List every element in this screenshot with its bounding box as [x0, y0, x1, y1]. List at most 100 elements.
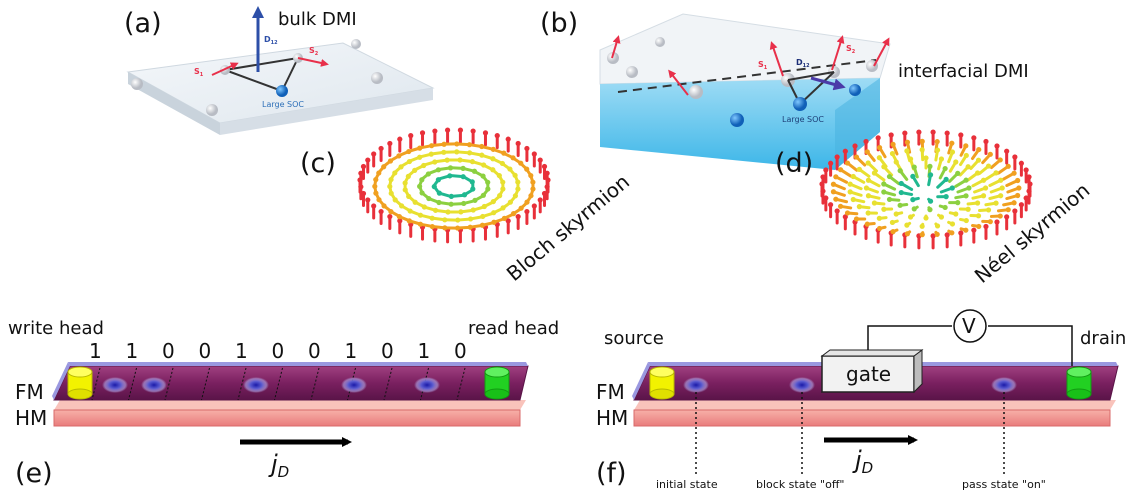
panel-b-label: (b) [540, 8, 578, 39]
hm-top-face [634, 400, 1116, 410]
spin-arrowhead [457, 127, 464, 133]
atom [655, 37, 665, 47]
spin-arrowhead [531, 203, 537, 209]
spin-arrowhead [919, 138, 925, 144]
spin-arrowhead [963, 217, 969, 224]
spin-arrowhead [898, 189, 904, 196]
spin-arrowhead [904, 231, 911, 237]
skyrmions [102, 377, 440, 393]
spin-arrowhead [987, 151, 993, 157]
spin-arrowhead [934, 223, 941, 229]
source-label: source [604, 328, 664, 349]
atom [206, 104, 218, 116]
bit-value: 0 [199, 339, 212, 363]
spin-arrowhead [865, 210, 871, 216]
panel-c: (c) Bloch skyrmion [300, 127, 634, 286]
spin-arrowhead [955, 200, 961, 206]
spin-arrow-icon [668, 69, 689, 96]
spin-arrowhead [1005, 207, 1011, 213]
spin-arrowhead [541, 190, 548, 197]
spin-arrowhead [963, 193, 969, 199]
spin-arrowhead [853, 216, 860, 222]
spin-arrowhead [963, 227, 969, 233]
spin-arrowhead [485, 179, 491, 185]
gate-electrode: gate [820, 349, 924, 394]
spin-arrowhead [949, 140, 955, 146]
bloch-skyrmion-caption: Bloch skyrmion [502, 169, 634, 285]
spin-arrowhead [930, 233, 936, 239]
bond-line [281, 57, 299, 92]
spin-arrowhead [865, 193, 872, 199]
bit-separator [383, 367, 393, 401]
bit-value: 1 [418, 339, 431, 363]
spin-arrowhead [419, 130, 426, 136]
spin-arrowhead [1023, 195, 1029, 201]
spin-arrowhead [876, 225, 883, 232]
spin-arrowhead [830, 189, 837, 195]
spin-arrowhead [890, 229, 896, 235]
spin-arrowhead [944, 130, 950, 136]
skyrmion [683, 377, 709, 393]
spin-arrowhead [943, 194, 949, 200]
spin-arrowhead [1004, 214, 1010, 220]
pass-state-label: pass state "on" [962, 478, 1046, 491]
drain-label: drain [1080, 328, 1126, 349]
skyrmion [102, 377, 128, 393]
spin-arrowhead [994, 143, 1000, 149]
bit-value: 1 [345, 339, 358, 363]
bit-value: 0 [272, 339, 285, 363]
spin-arrowhead [881, 164, 887, 170]
spin-arrow-icon [831, 35, 845, 71]
block-state-label: block state "off" [756, 478, 844, 491]
spin-arrowhead [378, 145, 384, 152]
bit-separator [91, 367, 101, 401]
spin-arrowhead [893, 159, 899, 165]
spin-arrowhead [934, 147, 941, 153]
spin-arrowhead [963, 177, 969, 183]
panel-f-label: (f) [596, 458, 627, 489]
spin-arrowhead [541, 163, 548, 170]
fm-top-face [68, 362, 528, 366]
neel-skyrmion-arrows [819, 129, 1033, 250]
spin-arrowhead [889, 150, 896, 157]
spin-arrowhead [444, 127, 451, 133]
bulk-slab-top [126, 42, 435, 124]
bit-separator [274, 367, 283, 401]
substrate-atom [849, 84, 861, 96]
bond-line [224, 69, 283, 92]
spin-arrowhead [999, 185, 1005, 191]
d12-label: D12 [796, 58, 810, 69]
spin-arrowhead [976, 146, 982, 153]
spin-arrowhead [997, 213, 1003, 219]
spin-arrowhead [911, 164, 917, 170]
spin-arrowhead [997, 157, 1003, 163]
spin-arrowhead [823, 195, 829, 201]
skyrmion [141, 377, 167, 393]
spin-arrowhead [515, 179, 521, 185]
spin-arrowhead [994, 219, 1000, 225]
spin-arrow-icon [297, 57, 329, 67]
skyrmion [991, 377, 1017, 393]
spin-arrowhead [847, 189, 853, 195]
spin-arrowhead [980, 193, 987, 199]
heavy-metal-side [835, 78, 880, 170]
atom [351, 39, 361, 49]
spin-arrowhead [934, 139, 940, 145]
panel-a: (a) bulk DMI D12 S1 S2 Large SOC [124, 6, 435, 135]
voltmeter-label: V [962, 314, 976, 338]
spin-arrowhead [910, 197, 916, 203]
atom [131, 78, 143, 90]
spin-arrowhead [927, 198, 934, 204]
skyrmion [789, 377, 815, 393]
spin-arrowhead [974, 170, 981, 176]
drain-electrode-icon [1066, 366, 1092, 400]
spin-arrowhead [987, 219, 993, 225]
spin-arrowhead [893, 211, 899, 217]
spin-arrowhead [505, 136, 511, 142]
substrate-atom [730, 113, 744, 127]
spin-arrowhead [863, 185, 870, 191]
spin-arrowhead [365, 157, 371, 163]
hm-label: HM [596, 406, 628, 430]
spin-arrowhead [1004, 148, 1010, 154]
